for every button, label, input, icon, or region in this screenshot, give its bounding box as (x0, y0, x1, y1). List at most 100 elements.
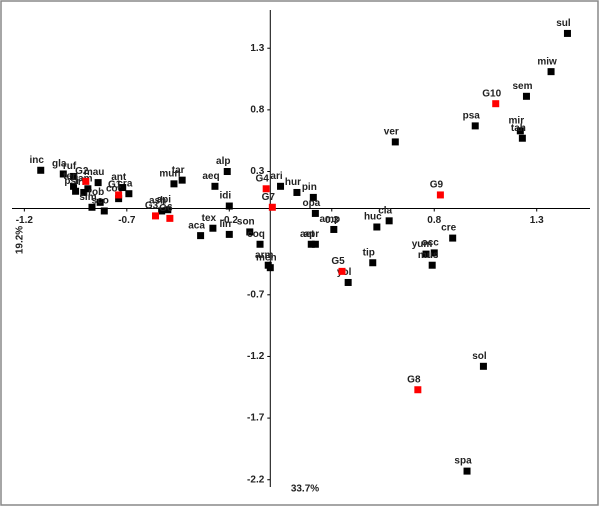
point-label: inc (30, 155, 45, 166)
point (119, 184, 127, 192)
point (70, 182, 78, 190)
point-label: sem (512, 81, 532, 92)
point-label: G8 (407, 374, 421, 385)
x-axis-title: 33.7% (291, 484, 319, 495)
point-label: coc (106, 183, 124, 194)
point (373, 223, 381, 231)
point-label: hur (285, 177, 301, 188)
point (430, 249, 438, 257)
point (309, 193, 317, 201)
point-label: G9 (430, 180, 444, 191)
point-label: cla (378, 205, 392, 216)
point (82, 177, 90, 185)
point-label: gla (52, 159, 67, 170)
point (330, 225, 338, 233)
point-label: sol (472, 351, 487, 362)
point-label: huc (364, 212, 382, 223)
point (88, 203, 96, 211)
point (344, 278, 352, 286)
point-label: sim (79, 192, 96, 203)
point (262, 185, 270, 193)
y-tick-label: -1.2 (247, 351, 265, 362)
point (391, 138, 399, 146)
point-label: ant (111, 172, 127, 183)
point-label: sco (92, 196, 109, 207)
point (311, 209, 319, 217)
point-label: lin (219, 219, 231, 230)
point-label: G1 (108, 180, 122, 191)
point (70, 172, 78, 180)
point (307, 240, 315, 248)
point-label: sul (556, 18, 571, 29)
point (170, 180, 178, 188)
point (311, 240, 319, 248)
point (96, 198, 104, 206)
point-label: ruf (63, 161, 77, 172)
point (414, 386, 422, 394)
point (471, 122, 479, 130)
point (268, 203, 276, 211)
point (94, 179, 102, 187)
point-label: iri (75, 177, 85, 188)
point (256, 240, 264, 248)
point-label: mun (159, 168, 180, 179)
point-label: rob (88, 187, 104, 198)
point (80, 188, 88, 196)
point (225, 230, 233, 238)
point-label: aeq (202, 171, 219, 182)
point-label: psa (463, 111, 481, 122)
y-tick-label: -2.2 (247, 474, 265, 485)
point-label: idi (219, 191, 231, 202)
point (164, 206, 172, 214)
point (266, 264, 274, 272)
point-label: G3 (145, 201, 159, 212)
point-label: opa (302, 198, 320, 209)
point (209, 224, 217, 232)
point-label: coq (247, 229, 265, 240)
x-tick-label: -0.2 (221, 215, 239, 226)
x-tick-label: 1.3 (530, 215, 544, 226)
point-label: mir (509, 115, 525, 126)
point (152, 212, 160, 220)
point (449, 234, 457, 242)
point-label: G4 (256, 173, 270, 184)
point-label: pin (302, 182, 317, 193)
point (115, 195, 123, 203)
point (422, 250, 430, 258)
point-label: ari (270, 171, 282, 182)
point-label: son (237, 217, 255, 228)
point (369, 259, 377, 267)
x-tick-label: -0.7 (118, 215, 136, 226)
point (223, 168, 231, 176)
point (385, 217, 393, 225)
point-label: tah (511, 123, 526, 134)
point (166, 214, 174, 222)
point-label: G7 (262, 192, 276, 203)
point (59, 170, 67, 178)
point (522, 92, 530, 100)
point (115, 191, 123, 199)
point-label: psi (64, 176, 79, 187)
point-label: aca (188, 220, 205, 231)
point (293, 188, 301, 196)
point (158, 207, 166, 215)
point-label: spa (454, 456, 472, 467)
point-label: G6 (159, 203, 173, 214)
point (84, 185, 92, 193)
point-label: mau (84, 167, 105, 178)
y-tick-label: -1.7 (247, 413, 265, 424)
point-label: men (256, 252, 277, 263)
point (100, 207, 108, 215)
point-label: apr (304, 229, 320, 240)
point (563, 29, 571, 37)
point (492, 100, 500, 108)
point-label: tex (202, 213, 217, 224)
point (72, 187, 80, 195)
x-tick-label: 0.3 (325, 215, 339, 226)
point-label: mus (418, 250, 439, 261)
y-tick-label: 0.3 (250, 166, 264, 177)
y-axis-title: 19.2% (15, 226, 26, 254)
